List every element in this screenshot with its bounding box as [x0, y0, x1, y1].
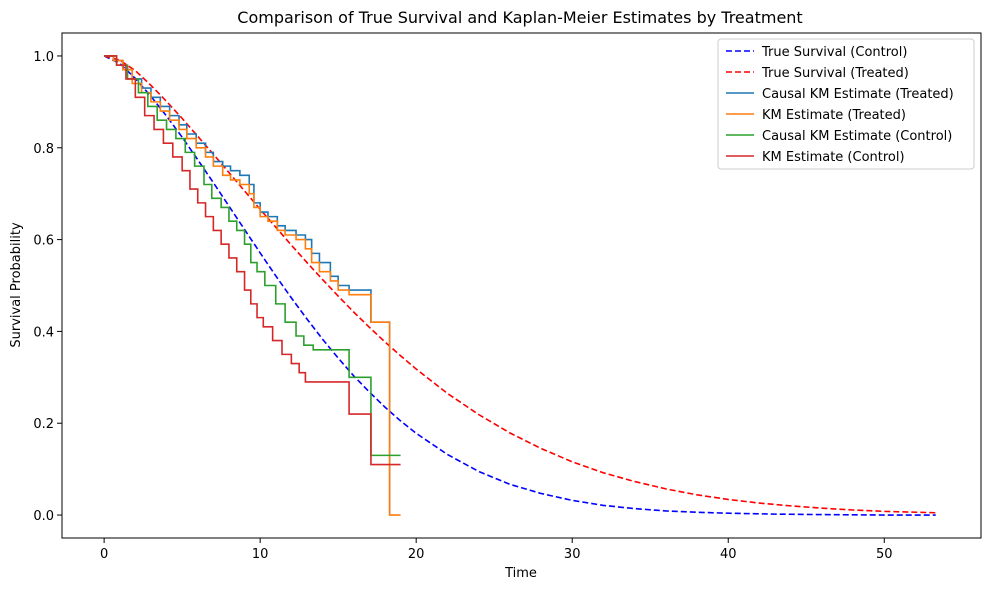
- legend-label: KM Estimate (Control): [762, 150, 905, 165]
- legend-label: True Survival (Control): [761, 45, 907, 60]
- y-tick-label: 0.2: [33, 417, 54, 432]
- series-line-0: [103, 55, 936, 516]
- x-tick-label: 20: [408, 547, 425, 562]
- y-tick-label: 0.8: [33, 142, 54, 157]
- series-line-3: [104, 55, 401, 516]
- series-lines: [103, 55, 936, 516]
- x-tick-label: 0: [100, 547, 108, 562]
- x-tick-label: 40: [720, 547, 737, 562]
- x-tick-label: 10: [252, 547, 269, 562]
- y-tick-label: 0.0: [33, 509, 54, 524]
- series-line-1: [103, 55, 936, 514]
- series-line-4: [104, 55, 401, 457]
- y-tick-label: 1.0: [33, 50, 54, 65]
- plot-frame: [61, 32, 982, 539]
- legend-box: [717, 38, 975, 170]
- x-tick-label: 30: [564, 547, 581, 562]
- series-line-5: [104, 55, 401, 466]
- legend-label: Causal KM Estimate (Treated): [762, 87, 954, 102]
- y-tick-label: 0.6: [33, 234, 54, 249]
- legend-label: Causal KM Estimate (Control): [762, 129, 952, 144]
- legend-label: True Survival (Treated): [761, 66, 909, 81]
- x-axis-label: Time: [504, 566, 537, 581]
- legend-label: KM Estimate (Treated): [762, 108, 906, 123]
- legend: True Survival (Control) True Survival (Tr…: [717, 38, 975, 170]
- y-tick-label: 0.4: [33, 325, 54, 340]
- y-axis-label: Survival Probability: [9, 222, 24, 348]
- axis-ticks: 0 10 20 30 40 50 0.0 0.2 0.4 0.6 0.8 1.0: [33, 50, 892, 562]
- chart-title: Comparison of True Survival and Kaplan-M…: [237, 8, 802, 27]
- x-tick-label: 50: [876, 547, 893, 562]
